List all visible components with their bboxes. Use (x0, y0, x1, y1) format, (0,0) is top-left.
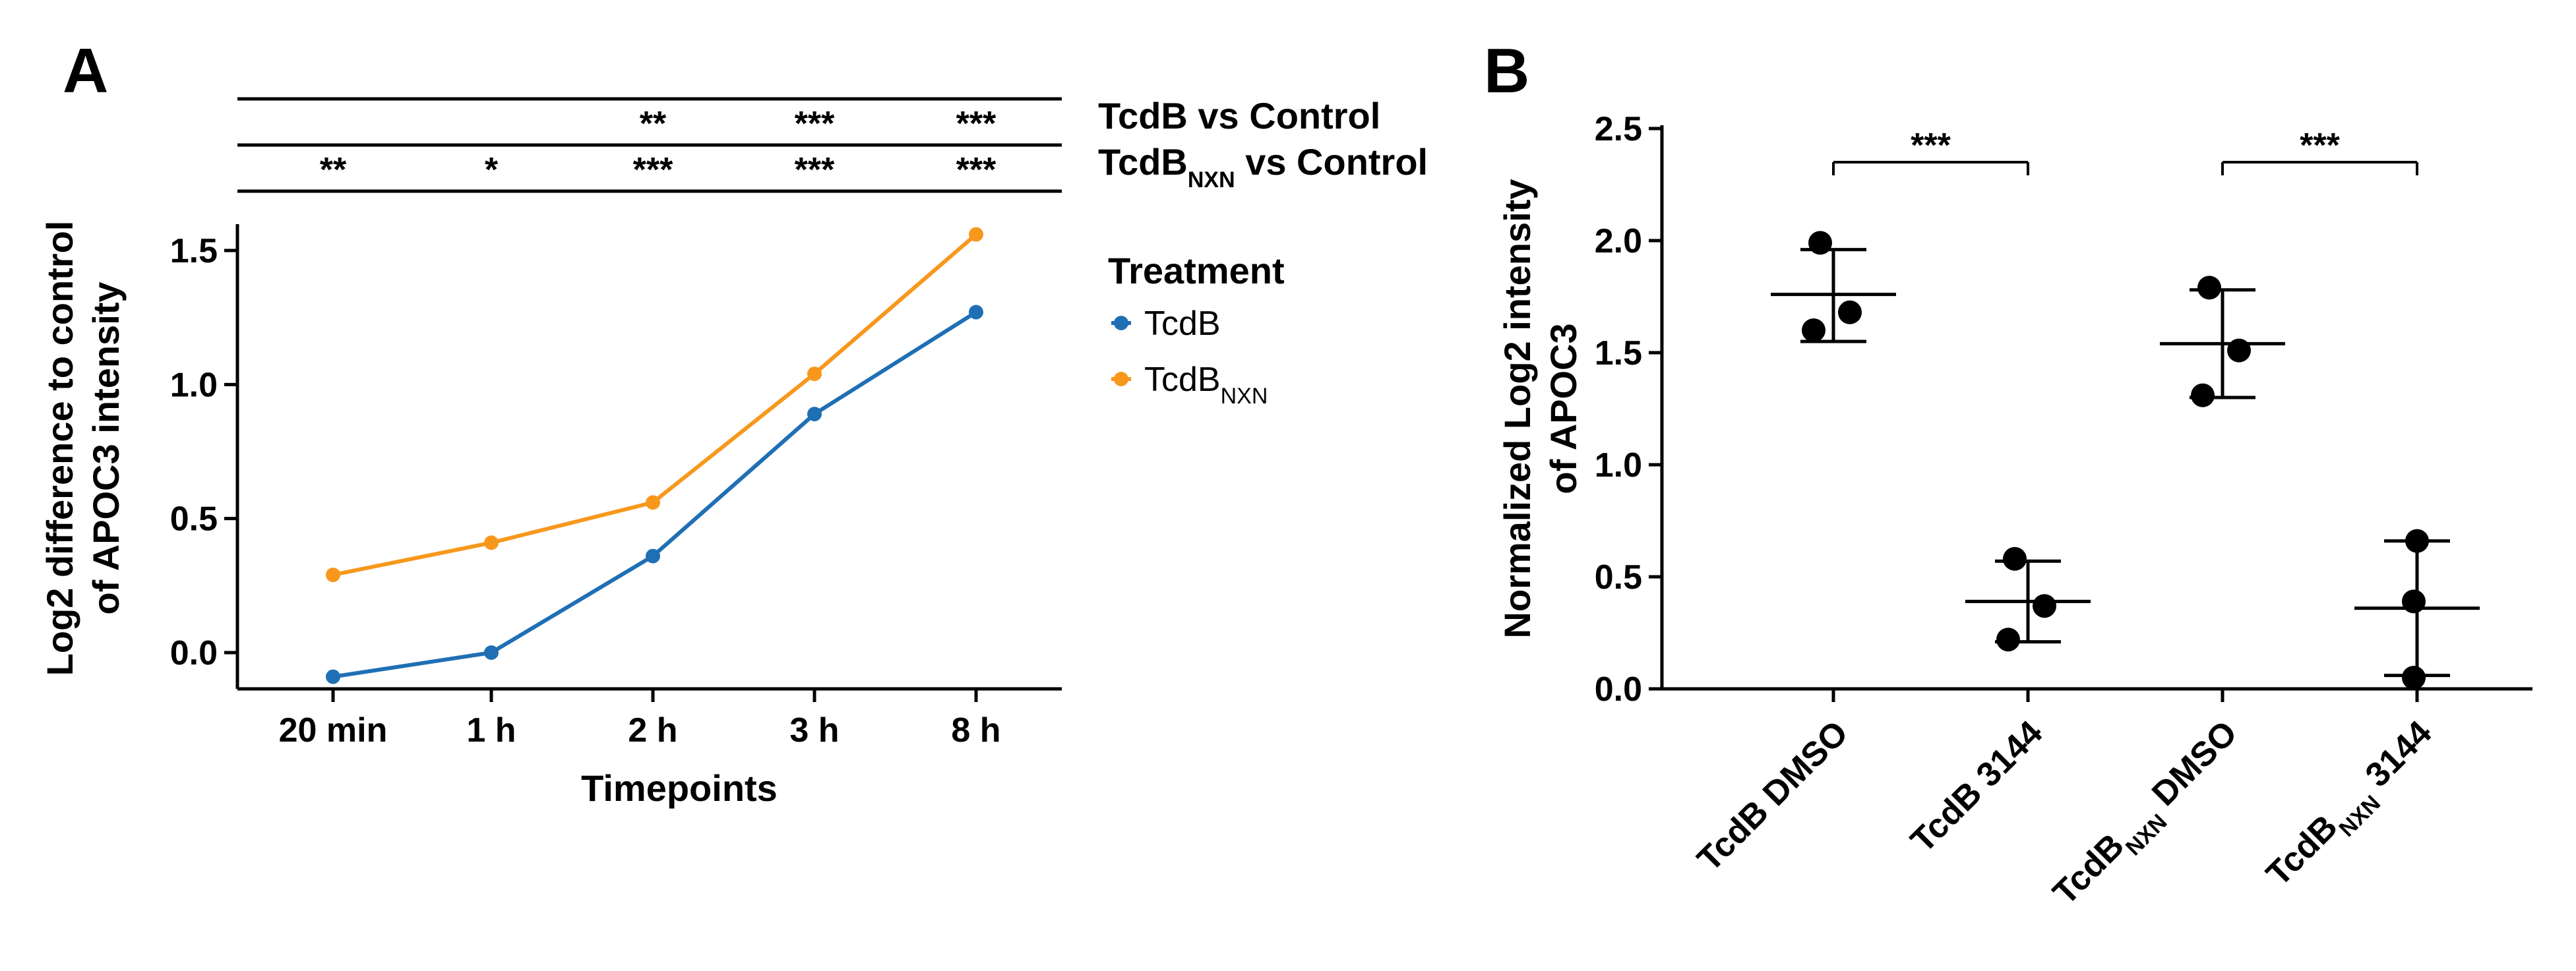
b-x-tick-label-suffix: DMSO (2138, 713, 2245, 820)
panel-a-line-chart: 0.0 0.5 1.0 1.5 20 min 1 h 2 h 3 h 8 h Timepoints… (39, 221, 1062, 809)
a-legend-swatch-dot (1114, 372, 1128, 386)
a-sig-row-label: TcdBNXN vs Control (1098, 141, 1428, 192)
b-data-point (1996, 628, 2020, 652)
panel-b-dot-plot: 0.0 0.5 1.0 1.5 2.0 2.5 Normalized Log2 intens… (1496, 110, 2532, 919)
a-sig-row-label-suffix: vs Control (1235, 141, 1428, 183)
a-sig-row-label-main: TcdB vs Control (1098, 95, 1380, 136)
a-series-point-1 (646, 495, 660, 510)
a-sig-stars: *** (956, 105, 997, 143)
b-x-tick-label: TcdB 3144 (1903, 713, 2050, 860)
a-sig-stars: ** (640, 105, 667, 143)
b-x-tick-label: TcdBNXN 3144 (2259, 713, 2446, 900)
b-x-tick-label-suffix: 3144 (1962, 713, 2050, 801)
a-legend-title: Treatment (1108, 250, 1285, 291)
a-x-axis-title: Timepoints (581, 767, 778, 809)
a-sig-row-label-main: TcdB (1098, 141, 1188, 183)
b-x-tick-label: TcdBNXN DMSO (2046, 713, 2252, 919)
a-series-line-1 (332, 233, 977, 577)
a-series-line-0 (332, 310, 977, 679)
b-x-tick-label-main: TcdB (2046, 827, 2131, 912)
a-y-tick-label: 1.0 (170, 366, 218, 404)
a-sig-stars: *** (633, 151, 673, 189)
b-bracket-stars: *** (2300, 127, 2340, 165)
a-legend-entry-subscript: NXN (1221, 384, 1268, 409)
a-legend-entry: TcdB (1144, 305, 1221, 343)
b-data-point (1838, 300, 1862, 324)
a-series-point-0 (807, 407, 822, 422)
b-y-axis-title-line1: Normalized Log2 intensity (1496, 179, 1538, 639)
a-x-tick-label: 8 h (951, 711, 1000, 750)
a-sig-row-label-subscript: NXN (1188, 167, 1235, 192)
a-series-point-0 (646, 548, 660, 564)
a-y-tick-label: 1.5 (170, 232, 218, 270)
a-x-tick-label: 3 h (789, 711, 839, 750)
a-y-axis-title-line2: of APOC3 intensity (85, 281, 127, 614)
a-y-axis-title-line1: Log2 difference to control (39, 221, 80, 676)
b-bracket-stars: *** (1911, 127, 1951, 165)
a-series-point-0 (969, 305, 983, 320)
a-sig-stars: * (485, 151, 499, 189)
b-x-tick-label: TcdB DMSO (1690, 713, 1856, 879)
b-x-tick-label-suffix: 3144 (2351, 713, 2439, 801)
b-x-tick-label-main: TcdB (2259, 808, 2345, 893)
a-series-point-1 (807, 367, 822, 382)
a-x-tick-label: 1 h (466, 711, 516, 750)
b-data-point (1802, 318, 1825, 342)
b-y-tick-label: 0.0 (1595, 670, 1642, 709)
a-legend-entry-main: TcdB (1144, 305, 1221, 343)
a-legend-swatch-dot (1114, 316, 1128, 330)
a-series-point-1 (969, 227, 983, 242)
b-data-point (2405, 529, 2429, 553)
a-series-point-0 (484, 645, 499, 660)
a-series-point-1 (326, 568, 340, 583)
b-data-point (1808, 231, 1832, 255)
a-sig-stars: *** (795, 151, 835, 189)
b-y-tick-label: 2.0 (1595, 222, 1642, 260)
b-y-tick-label: 2.5 (1595, 110, 1642, 148)
panel-a-significance-table: ** *** *** TcdB vs Control** * *** *** *** TcdBN… (237, 95, 1428, 193)
a-sig-stars: *** (795, 105, 835, 143)
b-y-tick-label: 1.0 (1595, 446, 1642, 485)
a-x-tick-label: 2 h (628, 711, 677, 750)
a-y-tick-label: 0.5 (170, 500, 218, 539)
a-series-point-0 (326, 669, 340, 684)
a-series-point-1 (484, 535, 499, 550)
b-data-point (2402, 666, 2426, 690)
b-data-point (2197, 276, 2221, 300)
b-x-tick-label-suffix: DMSO (1749, 713, 1856, 820)
b-data-point (2227, 338, 2251, 363)
a-legend-entry-main: TcdB (1144, 361, 1221, 399)
a-sig-row-label: TcdB vs Control (1098, 95, 1380, 136)
b-data-point (2402, 589, 2426, 614)
a-sig-stars: *** (956, 151, 997, 189)
b-y-tick-label: 1.5 (1595, 334, 1642, 372)
b-data-point (2003, 546, 2027, 571)
b-y-axis-title-line2: of APOC3 (1543, 323, 1584, 494)
b-y-tick-label: 0.5 (1595, 558, 1642, 597)
panel-a-letter: A (63, 36, 108, 106)
a-legend-entry: TcdBNXN (1144, 361, 1268, 409)
panel-b-letter: B (1484, 36, 1529, 106)
b-data-point (2191, 383, 2215, 407)
a-y-tick-label: 0.0 (170, 634, 218, 672)
b-data-point (2033, 594, 2056, 618)
a-sig-stars: ** (320, 151, 347, 189)
a-x-tick-label: 20 min (279, 711, 388, 750)
